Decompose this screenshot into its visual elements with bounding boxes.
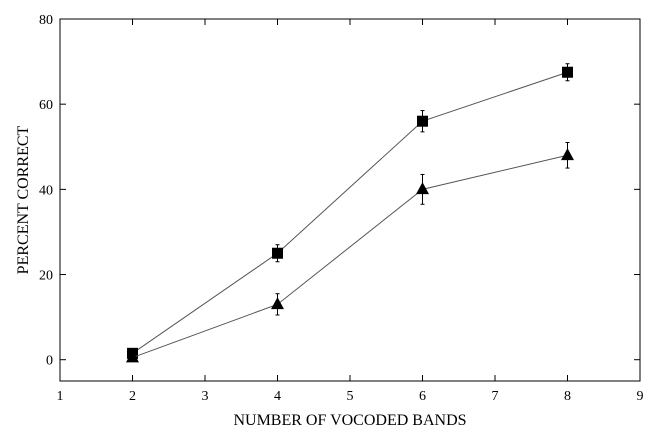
series-line bbox=[132, 71, 568, 354]
x-tick-label: 3 bbox=[202, 389, 209, 404]
x-tick-label: 9 bbox=[637, 389, 644, 404]
triangle-marker bbox=[561, 148, 574, 161]
series-triangle bbox=[126, 142, 574, 363]
y-tick-label: 20 bbox=[39, 269, 53, 284]
series-line bbox=[132, 154, 568, 359]
x-tick-label: 8 bbox=[564, 389, 571, 404]
square-marker bbox=[417, 115, 428, 127]
x-tick-label: 5 bbox=[347, 389, 354, 404]
y-tick-label: 0 bbox=[46, 354, 53, 369]
x-axis-label: NUMBER OF VOCODED BANDS bbox=[233, 412, 466, 429]
x-tick-label: 1 bbox=[57, 389, 64, 404]
series-square bbox=[127, 63, 573, 359]
x-tick-label: 2 bbox=[129, 389, 136, 404]
y-tick-label: 60 bbox=[39, 98, 53, 113]
square-marker bbox=[562, 66, 573, 78]
tick-labels: 1 2 3 4 5 6 7 8 9 0 20 40 60 80 bbox=[39, 13, 644, 404]
triangle-marker bbox=[416, 182, 429, 195]
x-tick-label: 4 bbox=[274, 389, 281, 404]
ticks bbox=[59, 18, 641, 381]
x-tick-label: 7 bbox=[492, 389, 499, 404]
x-tick-label: 6 bbox=[419, 389, 426, 404]
y-axis-label: PERCENT CORRECT bbox=[15, 125, 32, 274]
triangle-marker bbox=[271, 297, 284, 310]
series-layer bbox=[126, 63, 574, 363]
y-tick-label: 80 bbox=[39, 13, 53, 28]
triangle-marker bbox=[126, 350, 139, 363]
square-marker bbox=[272, 247, 283, 259]
y-tick-label: 40 bbox=[39, 183, 53, 198]
plot-frame bbox=[59, 18, 641, 382]
